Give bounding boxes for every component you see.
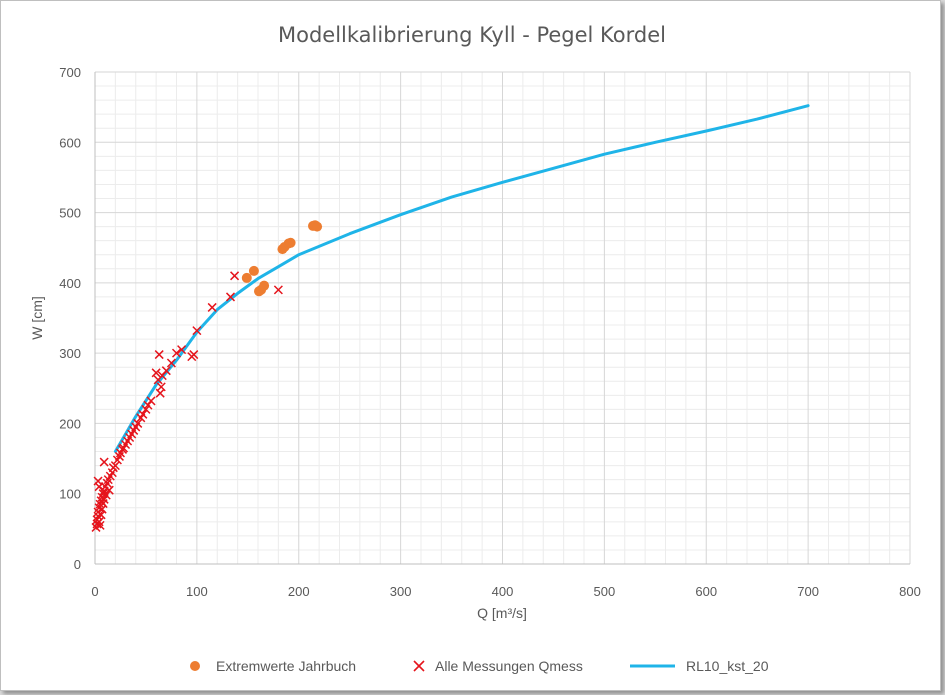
legend-label-rl10: RL10_kst_20: [686, 658, 769, 674]
legend-label-messungen: Alle Messungen Qmess: [435, 658, 583, 674]
x-tick-label: 100: [186, 584, 208, 599]
y-tick-labels: 0 100 200 300 400 500 600 700: [59, 65, 81, 572]
x-tick-label: 300: [390, 584, 412, 599]
messung-x-marker: [143, 400, 153, 410]
series-layer: [91, 104, 810, 532]
messung-x-marker: [151, 368, 161, 378]
messung-x-marker: [104, 485, 114, 495]
x-tick-labels: 0 100 200 300 400 500 600 700 800: [91, 584, 920, 599]
extremwert-point: [312, 221, 323, 232]
messung-x-marker: [177, 345, 187, 355]
x-axis-label: Q [m³/s]: [477, 605, 527, 621]
messung-x-marker: [171, 348, 182, 358]
messung-x-marker: [133, 418, 143, 428]
messung-x-marker: [166, 358, 176, 368]
messung-x-marker: [110, 461, 120, 471]
extremwert-point: [259, 280, 270, 291]
series-extremwerte: [241, 220, 323, 297]
messung-x-marker: [161, 366, 171, 376]
y-axis-label: W [cm]: [29, 296, 45, 340]
legend: Extremwerte Jahrbuch Alle Messungen Qmes…: [190, 658, 769, 674]
legend-marker-extremwerte: [190, 661, 200, 671]
messung-x-marker: [93, 476, 103, 486]
y-tick-label: 500: [59, 206, 81, 221]
x-tick-label: 700: [797, 584, 819, 599]
extremwert-point: [248, 265, 259, 276]
legend-marker-messungen: [413, 660, 425, 672]
series-messungen: [91, 271, 283, 532]
x-tick-label: 0: [91, 584, 98, 599]
messung-x-marker: [225, 292, 236, 302]
x-tick-label: 800: [899, 584, 921, 599]
x-tick-label: 200: [288, 584, 310, 599]
messung-x-marker: [95, 520, 105, 530]
y-tick-label: 600: [59, 135, 81, 150]
y-tick-label: 200: [59, 416, 81, 431]
y-tick-label: 100: [59, 487, 81, 502]
messung-x-marker: [273, 285, 283, 295]
y-tick-label: 400: [59, 276, 81, 291]
chart-title: Modellkalibrierung Kyll - Pegel Kordel: [278, 23, 666, 47]
y-tick-label: 700: [59, 65, 81, 80]
y-tick-label: 0: [74, 557, 81, 572]
extremwert-point: [241, 272, 252, 283]
messung-x-marker: [146, 396, 156, 406]
major-grid: [94, 71, 911, 565]
x-tick-label: 500: [594, 584, 616, 599]
messung-x-marker: [192, 326, 202, 336]
x-tick-label: 600: [695, 584, 717, 599]
x-tick-label: 400: [492, 584, 514, 599]
y-tick-label: 300: [59, 346, 81, 361]
messung-x-marker: [154, 350, 164, 360]
extremwert-point: [285, 237, 296, 248]
messung-x-marker: [207, 302, 217, 312]
messung-x-marker: [189, 350, 199, 360]
messung-x-marker: [138, 409, 148, 419]
messung-x-marker: [156, 382, 166, 392]
legend-label-extremwerte: Extremwerte Jahrbuch: [216, 658, 356, 674]
messung-x-marker: [101, 490, 111, 500]
messung-x-marker: [99, 457, 109, 467]
messung-x-marker: [230, 271, 240, 281]
